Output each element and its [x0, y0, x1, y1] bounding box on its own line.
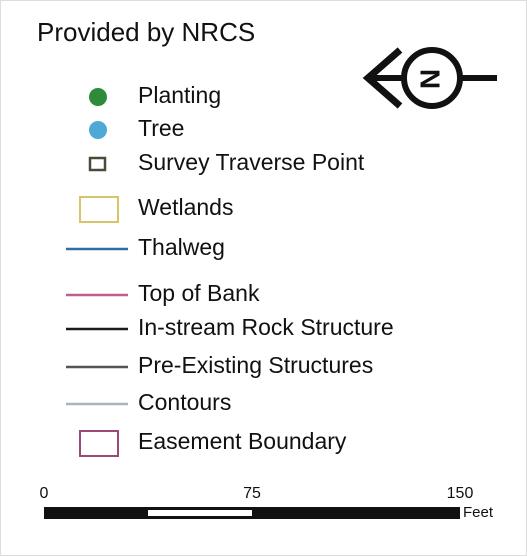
- legend-square: [88, 156, 107, 172]
- legend-label: Top of Bank: [138, 280, 260, 306]
- legend-label: Survey Traverse Point: [138, 149, 365, 175]
- legend-title: Provided by NRCS: [37, 17, 255, 47]
- legend-label: In-stream Rock Structure: [138, 314, 394, 340]
- scale-bar-white: [148, 510, 252, 516]
- legend-label: Tree: [138, 115, 184, 141]
- scale-tick-label: 0: [40, 485, 49, 502]
- north-label: N: [414, 69, 445, 89]
- legend-dot: [89, 88, 107, 106]
- legend-label: Easement Boundary: [138, 428, 347, 454]
- legend-label: Contours: [138, 389, 231, 415]
- scale-unit: Feet: [463, 504, 494, 521]
- scale-tick-label: 75: [243, 485, 261, 502]
- legend-label: Pre-Existing Structures: [138, 352, 373, 378]
- legend-rect: [79, 430, 119, 457]
- scale-tick-label: 150: [447, 485, 474, 502]
- legend-rect: [79, 196, 119, 223]
- legend-dot: [89, 121, 107, 139]
- legend-label: Thalweg: [138, 234, 225, 260]
- legend-label: Planting: [138, 82, 221, 108]
- north-arrow: N: [362, 47, 497, 109]
- legend-label: Wetlands: [138, 194, 233, 220]
